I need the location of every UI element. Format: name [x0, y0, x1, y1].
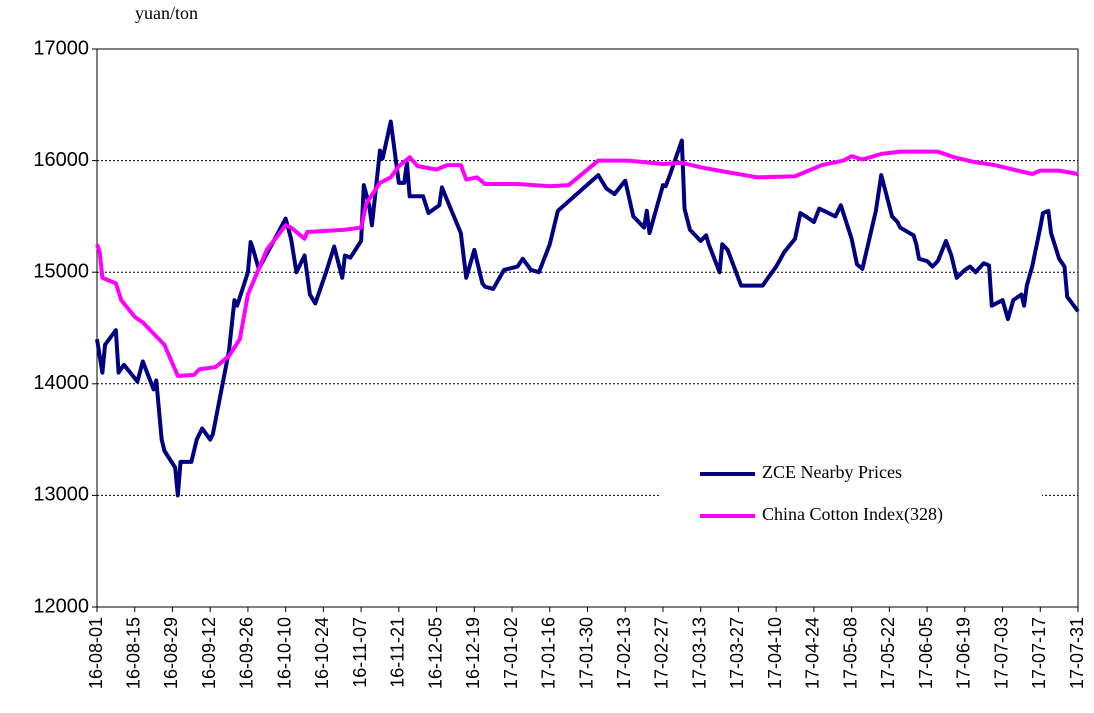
x-tick-label: 17-04-10 [765, 617, 785, 689]
x-tick-label: 16-08-15 [123, 617, 143, 689]
series-line [95, 119, 1080, 498]
x-tick-label: 17-05-22 [878, 617, 898, 689]
x-tick-label: 17-06-19 [954, 617, 974, 689]
x-tick-label: 16-10-24 [312, 617, 332, 689]
x-tick-label: 17-06-05 [916, 617, 936, 689]
x-tick-label: 16-12-05 [425, 617, 445, 689]
x-tick-label: 17-07-17 [1029, 617, 1049, 689]
x-tick-label: 17-07-03 [991, 617, 1011, 689]
y-tick-label: 17000 [33, 37, 89, 59]
x-tick-label: 17-04-24 [803, 617, 823, 689]
legend-label: China Cotton Index(328) [762, 504, 943, 525]
x-tick-label: 16-11-21 [388, 617, 408, 688]
x-tick-label: 17-02-27 [652, 617, 672, 689]
x-tick-label: 17-01-16 [539, 617, 559, 689]
x-tick-label: 17-01-02 [501, 617, 521, 689]
y-tick-label: 15000 [33, 260, 89, 282]
x-tick-label: 16-11-07 [350, 617, 370, 688]
x-tick-label: 17-05-08 [840, 617, 860, 689]
x-tick-label: 16-08-01 [86, 617, 106, 689]
plot-frame [96, 48, 1079, 608]
x-tick-label: 16-12-19 [463, 617, 483, 689]
series-line [95, 149, 1079, 378]
x-tick-label: 16-08-29 [161, 617, 181, 689]
y-tick-label: 13000 [33, 484, 89, 506]
x-tick-label: 17-01-30 [576, 617, 596, 689]
y-tick-label: 14000 [33, 372, 89, 394]
x-tick-label: 16-09-12 [199, 617, 219, 689]
legend-label: ZCE Nearby Prices [762, 462, 902, 482]
y-axis-label: yuan/ton [135, 3, 198, 23]
x-tick-label: 17-07-31 [1067, 617, 1087, 689]
x-tick-label: 17-02-13 [614, 617, 634, 689]
x-tick-label: 16-09-26 [237, 617, 257, 689]
legend-box [660, 455, 1042, 545]
x-tick-label: 16-10-10 [274, 617, 294, 689]
x-tick-label: 17-03-13 [689, 617, 709, 689]
y-tick-label: 12000 [33, 595, 89, 617]
y-tick-label: 16000 [33, 149, 89, 171]
x-tick-label: 17-03-27 [727, 617, 747, 689]
